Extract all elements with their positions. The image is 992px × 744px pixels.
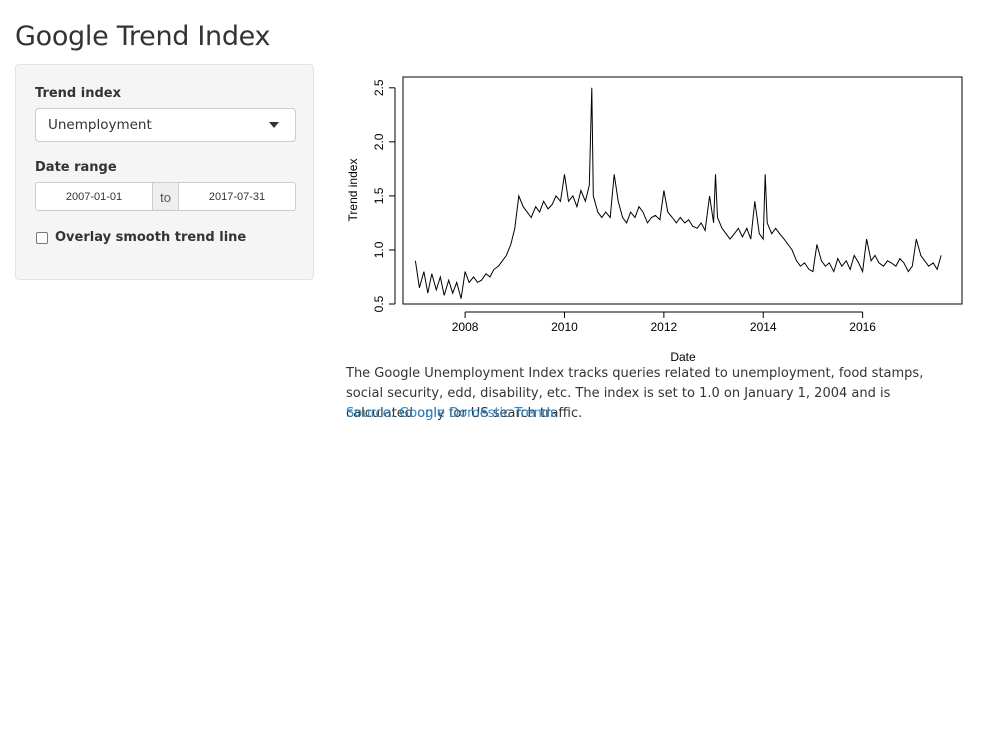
- date-range-label: Date range: [35, 160, 117, 175]
- y-tick-label: 1.5: [372, 187, 386, 204]
- x-tick-label: 2014: [750, 320, 777, 334]
- x-tick-label: 2010: [551, 320, 578, 334]
- date-start-input[interactable]: [35, 182, 153, 211]
- y-tick-label: 0.5: [372, 295, 386, 312]
- x-tick-label: 2016: [849, 320, 876, 334]
- overlay-smooth-label: Overlay smooth trend line: [55, 230, 247, 245]
- trend-chart: 2008 2010 2012 2014 2016 0.5 1.0 1.5 2.0 2.5 Dat…: [346, 76, 963, 364]
- trend-index-label: Trend index: [35, 86, 121, 101]
- y-tick-label: 2.5: [372, 79, 386, 96]
- date-range-separator: to: [153, 182, 178, 211]
- y-axis-title: Trend index: [346, 159, 360, 222]
- trend-plot: 2008 2010 2012 2014 2016 0.5 1.0 1.5 2.0 2.5 Dat…: [340, 68, 972, 368]
- overlay-smooth-checkbox[interactable]: [36, 232, 48, 244]
- y-tick-label: 1.0: [372, 241, 386, 258]
- y-axis: 0.5 1.0 1.5 2.0 2.5: [372, 79, 396, 312]
- x-axis: 2008 2010 2012 2014 2016: [452, 311, 876, 334]
- sidebar-panel: Trend index Unemployment Date range to O…: [15, 64, 314, 280]
- x-tick-label: 2012: [651, 320, 678, 334]
- chart-caption: The Google Unemployment Index tracks que…: [346, 366, 924, 421]
- trend-line-series: [414, 87, 942, 299]
- chevron-down-icon: [269, 122, 279, 128]
- trend-index-selected-value: Unemployment: [48, 117, 152, 133]
- x-tick-label: 2008: [452, 320, 479, 334]
- plot-frame: [402, 76, 963, 305]
- date-end-input[interactable]: [178, 182, 296, 211]
- date-range-input: to: [35, 182, 296, 211]
- source-link[interactable]: Source: Google Domestic Trends: [346, 406, 557, 421]
- y-tick-label: 2.0: [372, 133, 386, 150]
- trend-index-select[interactable]: Unemployment: [35, 108, 296, 142]
- x-axis-title: Date: [670, 350, 696, 364]
- page-title: Google Trend Index: [15, 21, 271, 52]
